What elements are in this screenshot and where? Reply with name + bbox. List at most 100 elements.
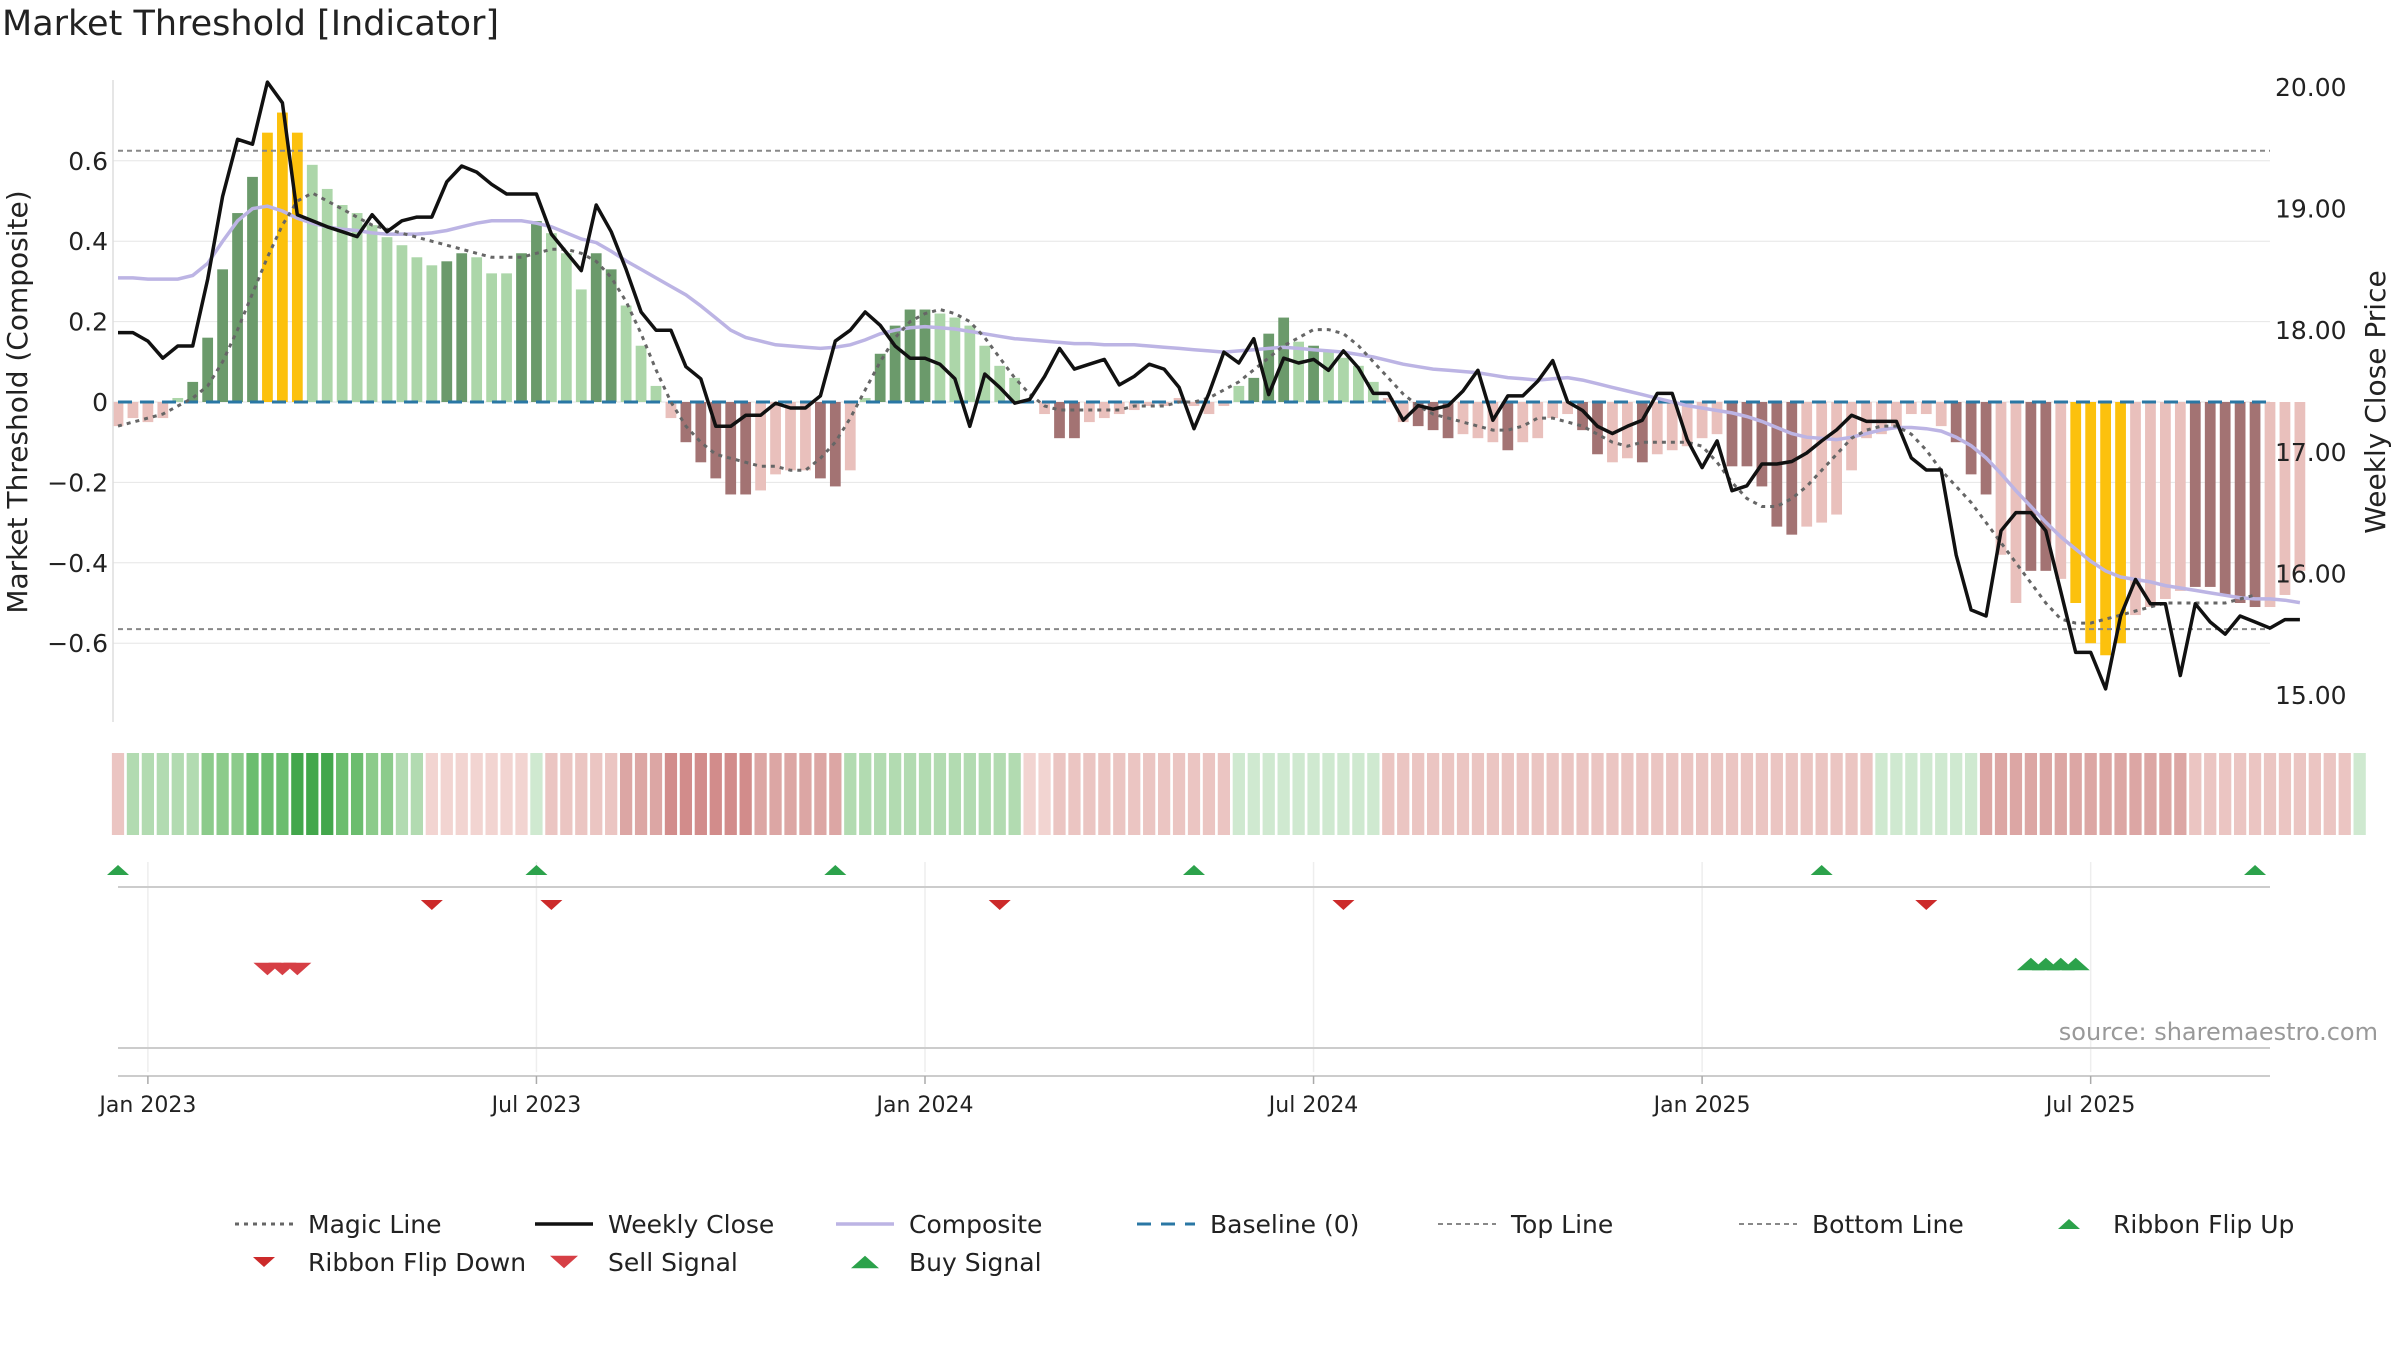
composite-bar xyxy=(1622,402,1633,459)
ribbon-cell xyxy=(2263,753,2277,835)
ribbon-flip-up-marker xyxy=(2244,865,2267,875)
composite-bar xyxy=(904,309,916,402)
ribbon-cell xyxy=(1740,753,1754,835)
legend-label: Top Line xyxy=(1510,1210,1613,1239)
composite-bar xyxy=(1666,402,1678,451)
legend-label: Sell Signal xyxy=(608,1248,738,1277)
ribbon-cell xyxy=(634,753,648,835)
composite-bar xyxy=(2234,402,2246,603)
composite-bar xyxy=(755,402,766,491)
ribbon-cell xyxy=(2129,753,2142,835)
ribbon-cell xyxy=(2174,753,2187,835)
ribbon-cell xyxy=(321,753,334,835)
ribbon-cell xyxy=(1113,753,1126,835)
composite-bar xyxy=(1935,402,1947,427)
legend-label: Magic Line xyxy=(308,1210,442,1239)
composite-bar xyxy=(1069,402,1080,439)
composite-bar xyxy=(1980,402,1992,495)
composite-bar xyxy=(949,317,961,402)
legend-label: Baseline (0) xyxy=(1210,1210,1359,1239)
ribbon-cell xyxy=(1337,753,1350,835)
composite-bar xyxy=(2294,402,2306,571)
composite-bar xyxy=(1039,402,1050,415)
composite-bar xyxy=(815,402,826,479)
ribbon-cell xyxy=(2278,753,2292,835)
composite-bar xyxy=(2249,402,2261,608)
ribbon-strip xyxy=(111,753,2366,835)
x-tick-label: Jan 2025 xyxy=(1652,1093,1751,1118)
y-axis-left-label: Market Threshold (Composite) xyxy=(1,190,34,613)
ribbon-cell xyxy=(1755,753,1769,835)
ribbon-cell xyxy=(1262,753,1275,835)
ribbon-cell xyxy=(1247,753,1260,835)
ribbon-flip-up-marker xyxy=(1810,865,1833,875)
ribbon-cell xyxy=(874,753,887,835)
ribbon-cell xyxy=(2233,753,2247,835)
x-axis: Jan 2023 Jul 2023 Jan 2024 Jul 2024 Jan 2025… xyxy=(97,1075,2270,1118)
ribbon-cell xyxy=(1561,753,1574,835)
legend-item: Top Line xyxy=(1438,1210,1613,1239)
composite-bar xyxy=(366,225,378,402)
legend-label: Bottom Line xyxy=(1812,1210,1964,1239)
composite-bar xyxy=(1905,402,1917,415)
composite-bar xyxy=(112,402,124,427)
composite-bar xyxy=(142,402,154,423)
composite-bar xyxy=(127,402,139,419)
ribbon-cell xyxy=(291,753,304,835)
right-tick-label: 16.00 xyxy=(2275,559,2347,588)
composite-bar xyxy=(1801,402,1813,527)
composite-bar xyxy=(1188,402,1200,407)
composite-bar xyxy=(187,381,199,402)
composite-bar xyxy=(590,253,602,402)
legend-label: Ribbon Flip Down xyxy=(308,1248,526,1277)
right-tick-label: 20.00 xyxy=(2275,73,2347,102)
ribbon-cell xyxy=(500,753,513,835)
ribbon-cell xyxy=(141,753,155,835)
ribbon-cell xyxy=(1860,753,1873,835)
ribbon-cell xyxy=(2353,753,2366,835)
ribbon-cell xyxy=(859,753,872,835)
left-tick-label: 0.2 xyxy=(68,308,108,337)
ribbon-cell xyxy=(1038,753,1051,835)
composite-bar xyxy=(501,273,512,402)
composite-bar xyxy=(2100,402,2111,656)
ribbon-cell xyxy=(1217,753,1231,835)
ribbon-cell xyxy=(888,753,902,835)
ribbon-cell xyxy=(1053,753,1066,835)
composite-bar xyxy=(1143,402,1155,407)
ribbon-cell xyxy=(336,753,349,835)
legend-swatch xyxy=(550,1255,578,1269)
composite-bar xyxy=(2264,402,2276,608)
ribbon-cell xyxy=(440,753,453,835)
composite-bar xyxy=(1651,402,1663,455)
ribbon-cell xyxy=(470,753,483,835)
ribbon-cell xyxy=(1830,753,1843,835)
composite-bar xyxy=(1517,402,1529,443)
composite-bar xyxy=(1472,402,1484,439)
composite-bar xyxy=(740,402,752,495)
composite-bar xyxy=(575,289,587,402)
left-tick-label: −0.4 xyxy=(47,549,108,578)
composite-bar xyxy=(2204,402,2216,587)
buy-signal-marker xyxy=(2061,957,2090,971)
ribbon-cell xyxy=(1471,753,1485,835)
ribbon-cell xyxy=(1367,753,1380,835)
composite-bar xyxy=(1502,402,1514,451)
composite-bar xyxy=(964,325,976,402)
composite-bar xyxy=(785,402,796,471)
composite-bar xyxy=(605,269,617,402)
ribbon-cell xyxy=(216,753,229,835)
ribbon-cell xyxy=(231,753,244,835)
ribbon-cell xyxy=(2009,753,2023,835)
composite-bar xyxy=(560,253,572,402)
ribbon-cell xyxy=(1576,753,1589,835)
axes: 0.6 0.4 0.2 0 −0.2 −0.4 −0.6 20.00 19.00 18.00 17.… xyxy=(1,73,2392,722)
composite-bar xyxy=(994,365,1006,402)
x-tick-label: Jul 2024 xyxy=(1267,1093,1359,1118)
ribbon-flip-up-marker xyxy=(107,865,129,875)
composite-line xyxy=(118,204,2301,605)
legend-swatch xyxy=(2058,1219,2080,1229)
legend: Magic Line Weekly Close Composite Baseline … xyxy=(235,1210,2294,1277)
composite-bar xyxy=(306,164,318,402)
